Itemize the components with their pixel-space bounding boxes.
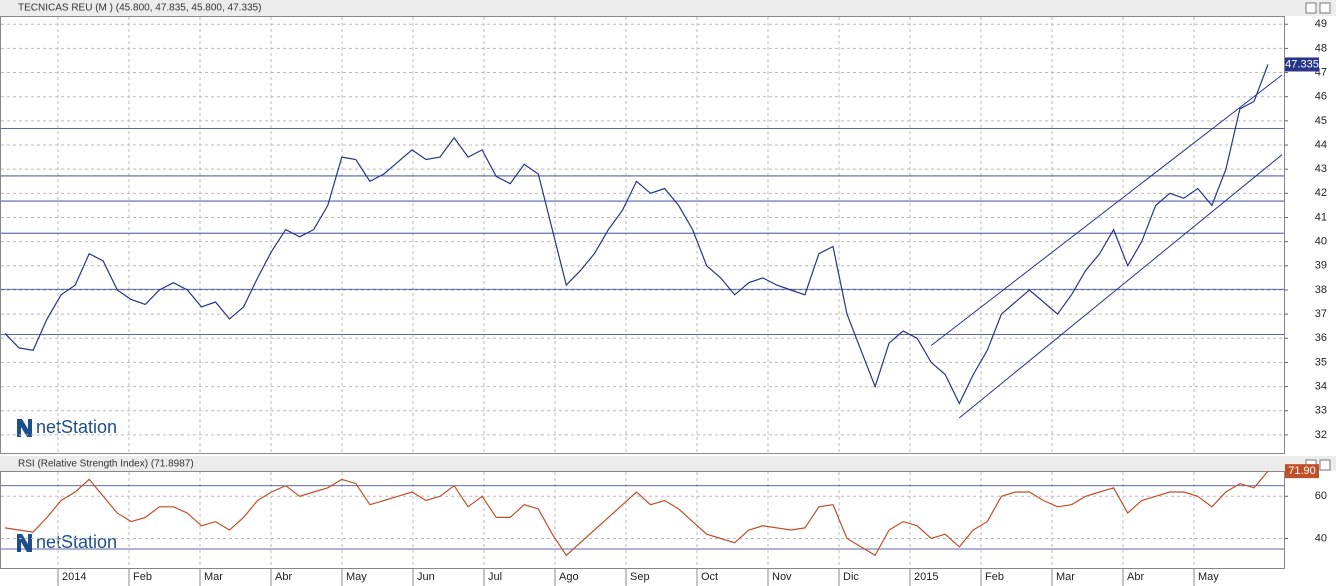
- x-tick-label: 2015: [914, 571, 938, 583]
- y-tick-label: 34: [1315, 380, 1327, 392]
- y-tick-label: 46: [1315, 91, 1327, 103]
- y-tick-label: 32: [1315, 429, 1327, 441]
- last-value-box: [1285, 464, 1319, 479]
- header-bar: [0, 0, 1336, 16]
- x-tick-label: Nov: [772, 571, 792, 583]
- trend-line: [958, 154, 1283, 419]
- x-tick-label: Abr: [275, 571, 292, 583]
- panel-frame: [0, 16, 1285, 454]
- window-button[interactable]: [1319, 2, 1331, 14]
- window-button[interactable]: [1305, 2, 1317, 14]
- x-tick-label: Jul: [488, 571, 502, 583]
- x-tick-label: Dic: [843, 571, 859, 583]
- y-tick-label: 39: [1315, 260, 1327, 272]
- last-value-label: 71.90: [1288, 465, 1316, 477]
- x-tick-label: Abr: [1127, 571, 1144, 583]
- x-tick-label: 2014: [62, 571, 86, 583]
- y-tick-label: 42: [1315, 187, 1327, 199]
- chart-title: TECNICAS REU (M ) (45.800, 47.835, 45.80…: [18, 3, 261, 14]
- y-tick-label: 44: [1315, 139, 1327, 151]
- x-tick-label: Mar: [1056, 571, 1075, 583]
- trend-line: [930, 74, 1283, 346]
- y-tick-label: 48: [1315, 42, 1327, 54]
- y-tick-label: 41: [1315, 211, 1327, 223]
- y-tick-label: 60: [1315, 490, 1327, 502]
- logo: [17, 419, 32, 437]
- last-value-box: [1285, 57, 1319, 72]
- y-tick-label: 36: [1315, 332, 1327, 344]
- y-tick-label: 35: [1315, 356, 1327, 368]
- x-tick-label: Feb: [133, 571, 152, 583]
- watermark: netStation: [36, 532, 117, 552]
- x-tick-label: Oct: [701, 571, 718, 583]
- y-tick-label: 37: [1315, 308, 1327, 320]
- x-tick-label: Mar: [204, 571, 223, 583]
- chart-title: RSI (Relative Strength Index) (71.8987): [18, 459, 194, 470]
- y-tick-label: 49: [1315, 18, 1327, 30]
- y-tick-label: 38: [1315, 284, 1327, 296]
- x-tick-label: Jun: [417, 571, 435, 583]
- x-tick-label: Feb: [985, 571, 1004, 583]
- x-tick-label: May: [1198, 571, 1219, 583]
- x-tick-label: Ago: [559, 571, 579, 583]
- y-tick-label: 45: [1315, 115, 1327, 127]
- header-bar: [0, 456, 1336, 471]
- y-tick-label: 43: [1315, 163, 1327, 175]
- y-tick-label: 40: [1315, 532, 1327, 544]
- x-tick-label: Sep: [630, 571, 650, 583]
- watermark: netStation: [36, 417, 117, 437]
- window-button[interactable]: [1319, 459, 1331, 471]
- price-line: [4, 64, 1269, 405]
- y-tick-label: 33: [1315, 405, 1327, 417]
- x-tick-label: May: [346, 571, 367, 583]
- price-line: [4, 470, 1269, 557]
- y-tick-label: 40: [1315, 236, 1327, 248]
- last-value-label: 47.335: [1285, 58, 1319, 70]
- panel-frame: [0, 471, 1285, 569]
